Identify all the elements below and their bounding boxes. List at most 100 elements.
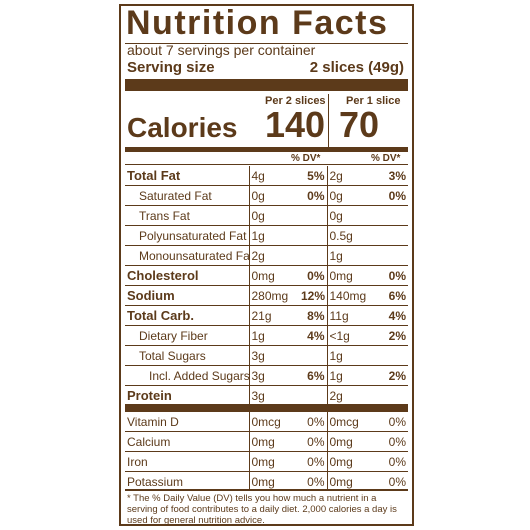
serving-size-value: 2 slices (49g) (309, 59, 404, 76)
nutrient-dv-per-1-slice (381, 205, 408, 226)
servings-per-container: about 7 servings per container (127, 42, 316, 58)
nutrient-dv-per-2-slices: 12% (299, 285, 327, 306)
vitamin-dv-per-2-slices: 0% (307, 414, 325, 429)
nutrient-amount-per-1-slice: 1g (326, 345, 381, 366)
nutrient-dv-per-2-slices (299, 385, 327, 405)
nutrient-row: Cholesterol 0mg 0% 0mg 0% (125, 265, 408, 286)
dv-header-divider (125, 164, 408, 165)
nutrient-row: Total Sugars 3g 1g (125, 345, 408, 366)
nutrient-amount-per-1-slice: 1g (326, 245, 381, 266)
column-divider-calories (328, 94, 329, 151)
nutrient-name: Total Sugars (125, 345, 249, 366)
thick-divider-top (125, 79, 408, 91)
nutrient-amount-per-1-slice: 140mg (326, 285, 381, 306)
nutrient-amount-per-1-slice: 0.5g (326, 225, 381, 246)
nutrient-name: Saturated Fat (125, 185, 249, 206)
vitamin-amount-per-2-slices: 0mg (248, 471, 299, 491)
nutrient-amount-per-2-slices: 4g (248, 166, 299, 186)
footnote-divider (125, 489, 408, 491)
vitamin-amount-per-1-slice: 0mcg (326, 412, 381, 432)
nutrient-dv-per-1-slice: 2% (381, 325, 408, 346)
nutrient-amount-per-2-slices: 1g (248, 325, 299, 346)
vitamins-table: Vitamin D 0mcg 0% 0mcg 0% Calcium 0mg 0% 0mg 0% Ir… (125, 412, 408, 491)
vitamin-row: Potassium 0mg 0% 0mg 0% (125, 471, 408, 491)
nutrient-dv-per-2-slices (299, 245, 327, 266)
nutrient-dv-per-2-slices (299, 345, 327, 366)
nutrient-dv-per-2-slices (299, 225, 327, 246)
nutrient-dv-per-1-slice (381, 345, 408, 366)
nutrient-amount-per-1-slice: 11g (326, 305, 381, 326)
nutrients-table: Total Fat 4g 5% 2g 3% Saturated Fat 0g 0% 0g 0% Tr… (125, 166, 408, 405)
nutrient-amount-per-1-slice: 2g (326, 385, 381, 405)
vitamin-name: Potassium (125, 471, 249, 491)
vitamin-dv-per-2-slices: 0% (299, 471, 327, 491)
calories-label: Calories (127, 112, 238, 143)
nutrient-amount-per-2-slices: 3g (248, 385, 299, 405)
vitamin-dv-per-1-slice: 0% (381, 431, 408, 452)
calories-per-1-slice: 70 (339, 104, 380, 145)
nutrient-dv-per-2-slices: 0% (299, 265, 327, 286)
nutrient-dv-per-1-slice (381, 245, 408, 266)
vitamin-dv-per-1-slice: 0% (388, 414, 406, 429)
vitamin-amount-per-1-slice: 0mg (326, 451, 381, 472)
nutrient-row: Total Fat 4g 5% 2g 3% (125, 166, 408, 186)
nutrient-name: Incl. Added Sugars (125, 365, 249, 386)
nutrient-dv-per-2-slices (299, 205, 327, 226)
nutrient-name: Polyunsaturated Fat (125, 225, 249, 246)
thick-divider-calories (125, 147, 408, 152)
nutrient-row: Incl. Added Sugars 3g 6% 1g 2% (125, 365, 408, 386)
nutrient-amount-per-2-slices: 0g (248, 185, 299, 206)
nutrient-row: Protein 3g 2g (125, 385, 408, 405)
vitamin-name: Iron (125, 451, 249, 472)
nutrient-name: Cholesterol (125, 265, 249, 286)
vitamin-amount-per-2-slices: 0mg (248, 451, 299, 472)
nutrient-dv-per-1-slice: 6% (381, 285, 408, 306)
vitamin-row: Vitamin D 0mcg 0% 0mcg 0% (125, 412, 408, 432)
dv-header-col1: % DV* (291, 153, 321, 164)
nutrient-row: Saturated Fat 0g 0% 0g 0% (125, 185, 408, 206)
vitamin-amount-per-1-slice: 0mg (326, 431, 381, 452)
vitamin-row: Calcium 0mg 0% 0mg 0% (125, 431, 408, 452)
nutrient-name: Protein (125, 385, 249, 405)
label-title: Nutrition Facts (126, 4, 389, 42)
nutrient-dv-per-1-slice: 0% (381, 185, 408, 206)
nutrient-dv-per-1-slice: 0% (381, 265, 408, 286)
nutrient-dv-per-1-slice (381, 385, 408, 405)
nutrient-amount-per-1-slice: 2g (326, 166, 381, 186)
nutrient-dv-per-1-slice: 3% (388, 168, 406, 183)
nutrient-name: Trans Fat (125, 205, 249, 226)
vitamin-amount-per-2-slices: 0mg (248, 431, 299, 452)
nutrient-amount-per-2-slices: 0mg (248, 265, 299, 286)
nutrient-row: Trans Fat 0g 0g (125, 205, 408, 226)
footnote: * The % Daily Value (DV) tells you how m… (127, 493, 397, 526)
title-divider (125, 43, 408, 44)
nutrient-amount-per-2-slices: 3g (248, 365, 299, 386)
nutrient-dv-per-2-slices: 5% (307, 168, 325, 183)
nutrient-row: Polyunsaturated Fat 1g 0.5g (125, 225, 408, 246)
calories-per-2-slices: 140 (265, 104, 326, 145)
thick-divider-vitamins (125, 404, 408, 412)
nutrition-facts-label: Nutrition Facts about 7 servings per con… (119, 4, 414, 526)
vitamin-amount-per-2-slices: 0mcg (248, 412, 299, 432)
nutrient-dv-per-2-slices: 8% (299, 305, 327, 326)
nutrient-dv-per-1-slice: 2% (381, 365, 408, 386)
nutrient-amount-per-2-slices: 0g (248, 205, 299, 226)
nutrient-dv-per-1-slice: 4% (381, 305, 408, 326)
nutrient-amount-per-2-slices: 3g (248, 345, 299, 366)
vitamin-dv-per-1-slice: 0% (381, 471, 408, 491)
vitamin-name: Vitamin D (127, 414, 179, 429)
nutrient-amount-per-1-slice: 0g (326, 205, 381, 226)
nutrient-dv-per-1-slice (381, 225, 408, 246)
nutrient-amount-per-2-slices: 21g (248, 305, 299, 326)
nutrient-amount-per-1-slice: <1g (326, 325, 381, 346)
column-header-per-1-slice: Per 1 slice (346, 95, 401, 107)
nutrient-name: Sodium (125, 285, 249, 306)
nutrient-dv-per-2-slices: 4% (299, 325, 327, 346)
column-header-per-2-slices: Per 2 slices (265, 95, 326, 107)
nutrient-amount-per-2-slices: 2g (248, 245, 299, 266)
nutrient-row: Monounsaturated Fat 2g 1g (125, 245, 408, 266)
vitamin-amount-per-1-slice: 0mg (326, 471, 381, 491)
nutrient-name: Total Fat (127, 167, 181, 183)
serving-size-label: Serving size (127, 59, 215, 76)
nutrient-amount-per-1-slice: 1g (326, 365, 381, 386)
